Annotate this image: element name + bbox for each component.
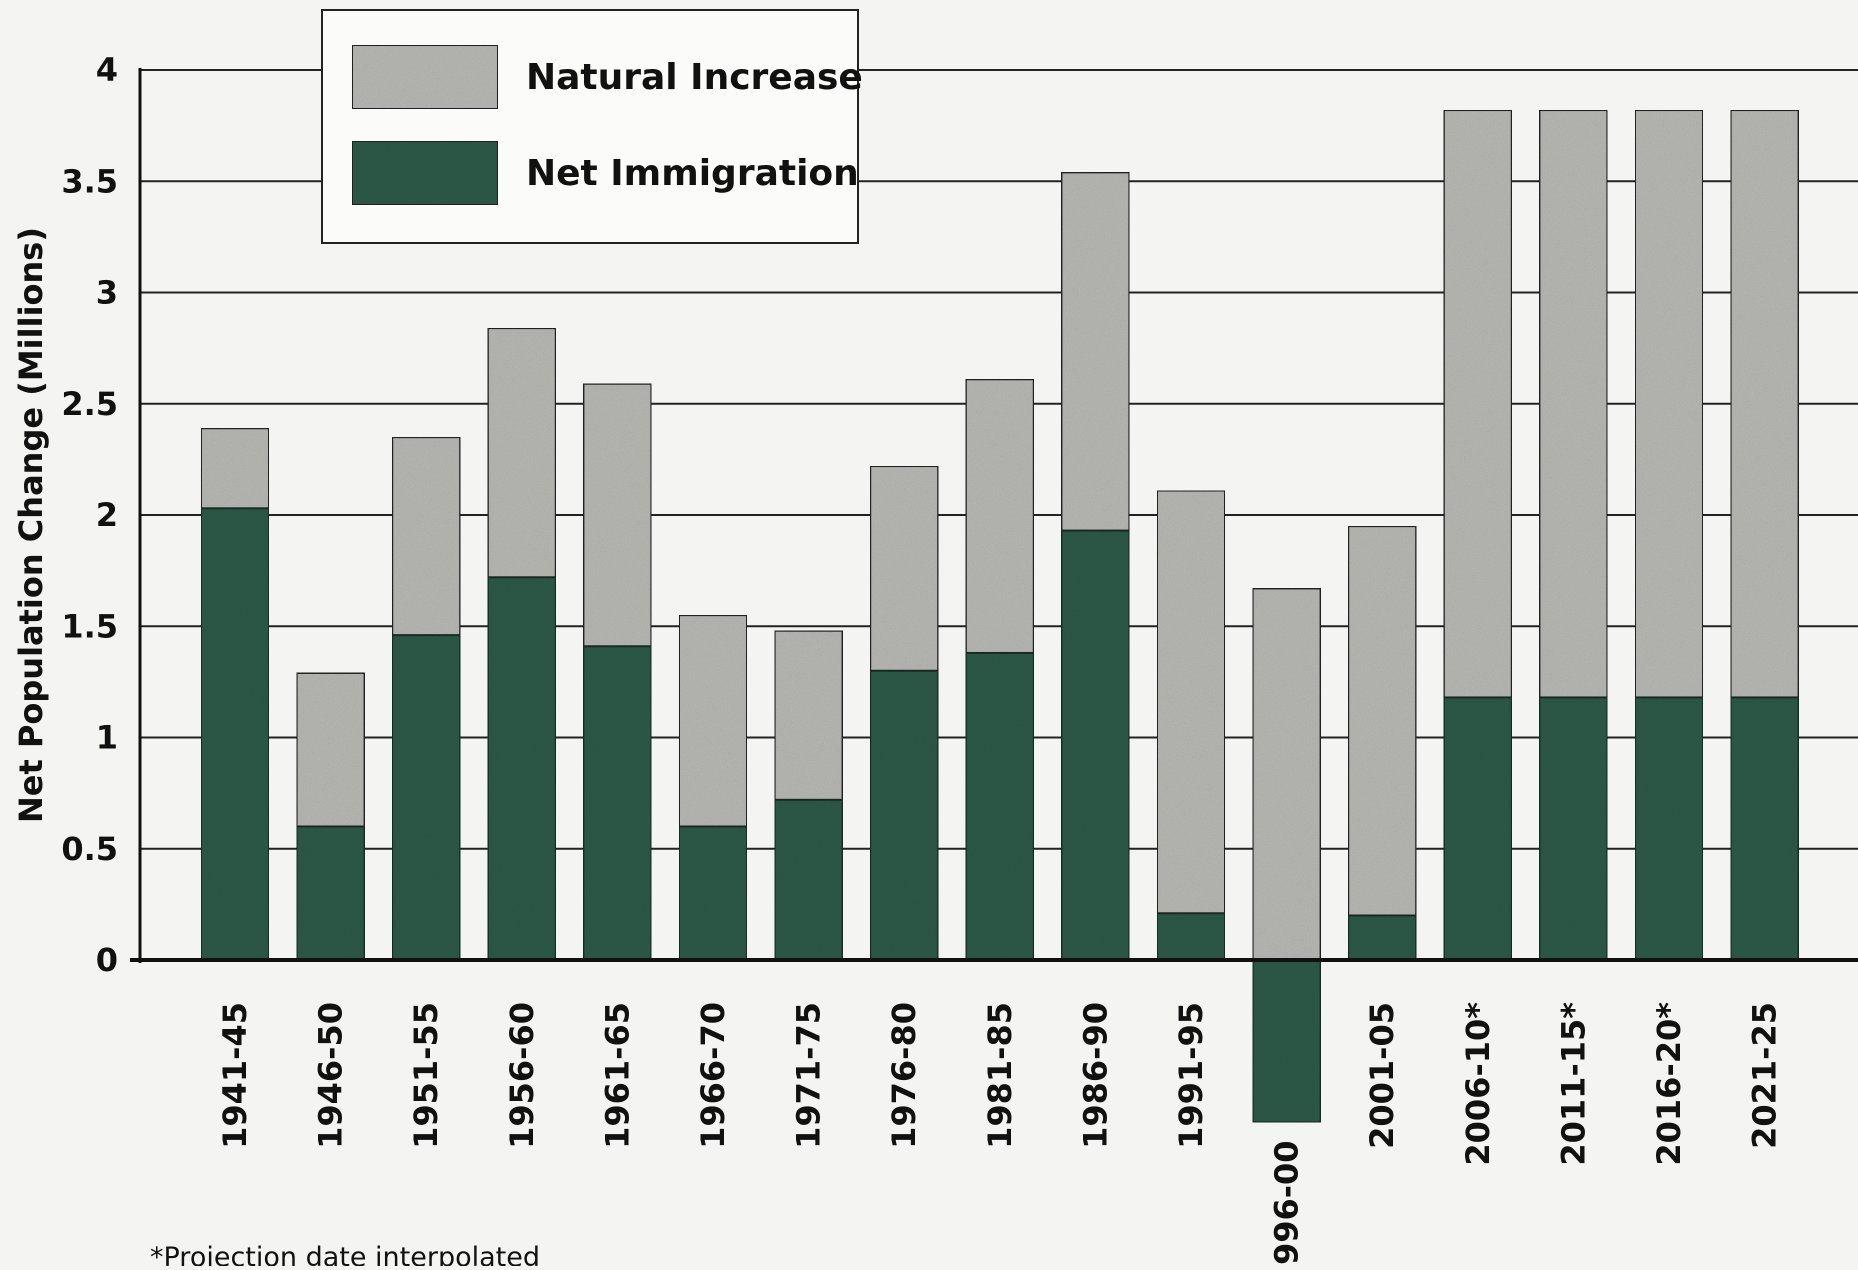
legend-label: Net Immigration — [526, 153, 859, 194]
axes — [130, 68, 1858, 963]
bar-net-immigration — [773, 798, 844, 961]
bar-natural-increase — [1729, 109, 1800, 699]
x-tick-label: 1941-45 — [216, 1002, 254, 1149]
bar-natural-increase — [391, 436, 462, 637]
bar-natural-increase — [486, 327, 557, 579]
x-tick-label: 2011-15* — [1554, 1002, 1592, 1166]
x-tick-label: 1981-85 — [981, 1002, 1019, 1149]
bar-net-immigration — [1156, 912, 1226, 962]
y-tick-label: 2 — [96, 496, 118, 534]
bar-net-immigration — [869, 669, 940, 961]
bar-natural-increase — [1347, 525, 1418, 917]
bar-net-immigration — [964, 651, 1035, 961]
y-tick-label: 0.5 — [61, 830, 118, 868]
y-axis-label: Net Population Change (Millions) — [12, 227, 50, 823]
x-tick-label: 1971-75 — [790, 1002, 828, 1149]
bar-net-immigration — [678, 825, 748, 961]
bar-natural-increase — [964, 378, 1035, 654]
x-tick-label: 1966-70 — [694, 1002, 732, 1149]
x-tick-label: 1961-65 — [598, 1002, 636, 1149]
bar-net-immigration — [1251, 959, 1322, 1124]
x-axis-tick-labels: 1941-45 1946-50 1951-55 1956-60 1961-65 1966-… — [216, 1002, 1784, 1265]
bar-net-immigration — [200, 507, 270, 961]
bar-natural-increase — [582, 382, 653, 648]
bar-net-immigration — [1729, 696, 1800, 961]
x-tick-label: 2006-10* — [1459, 1002, 1497, 1166]
x-tick-label: 1986-90 — [1076, 1002, 1114, 1149]
bar-natural-increase — [869, 465, 940, 672]
bar-net-immigration — [1442, 696, 1513, 961]
y-tick-label: 0 — [96, 941, 118, 979]
x-tick-label: 2016-20* — [1650, 1002, 1688, 1166]
legend: Natural Increase Net Immigration — [321, 9, 863, 244]
x-tick-label: 996-00 — [1268, 1140, 1306, 1265]
bar-net-immigration — [1347, 914, 1418, 961]
legend-label: Natural Increase — [526, 57, 863, 98]
bar-natural-increase — [1442, 109, 1513, 699]
bar-natural-increase — [678, 614, 748, 828]
bar-natural-increase — [1251, 587, 1322, 961]
x-tick-label: 1946-50 — [312, 1002, 350, 1149]
y-tick-label: 3.5 — [61, 162, 118, 200]
bar-natural-increase — [1156, 489, 1226, 915]
legend-swatch — [351, 140, 499, 206]
y-axis-tick-labels: 0 0.5 1 1.5 2 2.5 3 3.5 4 — [61, 51, 118, 979]
y-tick-label: 1.5 — [61, 607, 118, 645]
bar-net-immigration — [1634, 696, 1704, 961]
bar-net-immigration — [391, 634, 462, 962]
x-tick-label: 1991-95 — [1172, 1002, 1210, 1149]
x-tick-label: 1956-60 — [503, 1002, 541, 1149]
bar-natural-increase — [1060, 171, 1131, 532]
bar-net-immigration — [1060, 529, 1131, 961]
x-tick-label: 2001-05 — [1363, 1002, 1401, 1149]
y-tick-label: 2.5 — [61, 385, 118, 423]
bar-natural-increase — [1634, 109, 1704, 699]
bar-natural-increase — [1538, 109, 1609, 699]
x-tick-label: 2021-25 — [1746, 1002, 1784, 1149]
bar-natural-increase — [200, 427, 270, 510]
bar-natural-increase — [295, 671, 366, 828]
bar-natural-increase — [773, 629, 844, 801]
y-tick-label: 3 — [96, 274, 118, 312]
x-tick-label: 1951-55 — [407, 1002, 445, 1149]
bar-net-immigration — [486, 576, 557, 961]
y-tick-label: 1 — [96, 719, 118, 757]
legend-swatch — [351, 44, 499, 110]
bar-net-immigration — [1538, 696, 1609, 961]
bar-net-immigration — [582, 645, 653, 962]
footnote: *Projection date interpolated — [150, 1242, 540, 1266]
bars — [200, 109, 1800, 1124]
y-tick-label: 4 — [96, 51, 118, 89]
x-tick-label: 1976-80 — [885, 1002, 923, 1149]
bar-net-immigration — [295, 825, 366, 961]
